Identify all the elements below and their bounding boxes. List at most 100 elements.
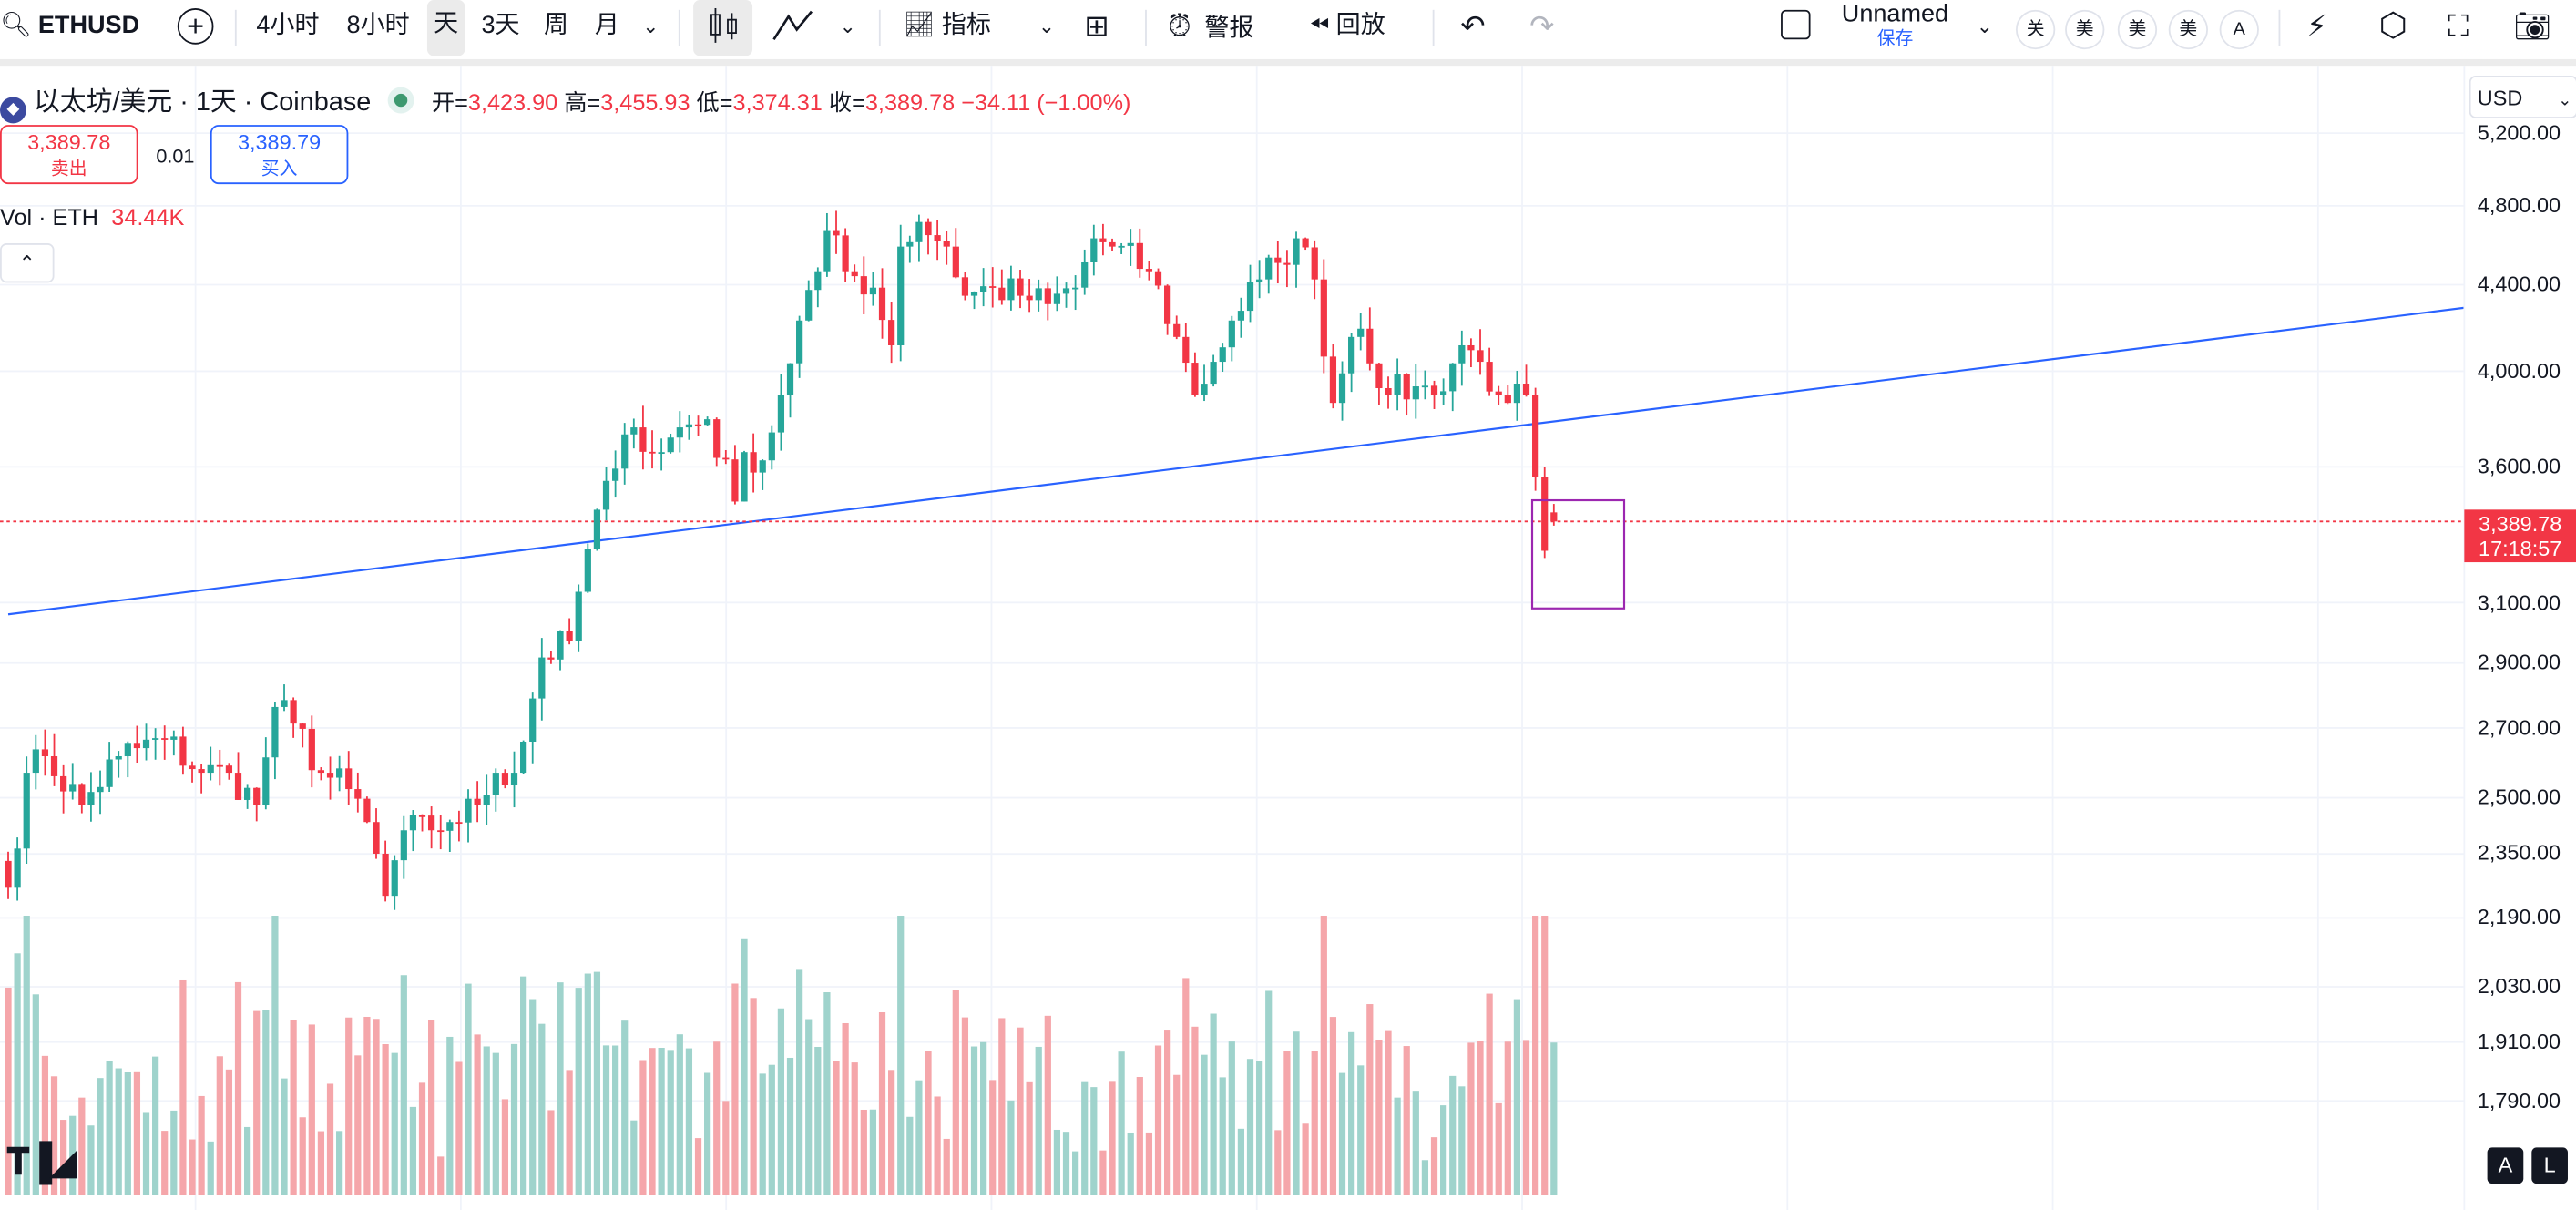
volume-bar (455, 1061, 463, 1195)
chevron-down-icon[interactable]: ⌄ (1038, 15, 1056, 38)
chip-1[interactable]: 美 (2065, 9, 2105, 50)
camera-icon[interactable]: 📷︎ (2513, 9, 2551, 43)
volume-bar (934, 1096, 941, 1195)
volume-bar (952, 990, 959, 1195)
candle-body (244, 787, 251, 800)
interval-3d[interactable]: 3天 (481, 11, 520, 40)
chevron-down-icon[interactable]: ⌄ (839, 15, 856, 38)
chip-3[interactable]: 美 (2168, 9, 2208, 50)
candle-body (1550, 512, 1558, 522)
volume-bar (345, 1017, 353, 1195)
volume-bar (1412, 1091, 1419, 1195)
candle-body (1256, 279, 1263, 283)
volume-bar (133, 1071, 141, 1195)
indicators-button[interactable]: 📈︎ 指标 (904, 6, 991, 46)
volume-bar (1256, 1061, 1263, 1195)
tradingview-logo[interactable]: 𝐓▐◢ (6, 1141, 77, 1183)
volume-bar (115, 1068, 122, 1195)
line-tools-button[interactable] (769, 6, 818, 46)
buy-button[interactable]: 3,389.79 买入 (210, 125, 349, 185)
volume-bar (1109, 1081, 1116, 1195)
volume-bar (14, 953, 21, 1195)
symbol-search[interactable]: 🔍︎ ETHUSD (0, 6, 139, 46)
candle-body (354, 789, 362, 799)
candle-body (1072, 287, 1079, 290)
candle-body (308, 728, 315, 771)
volume-bar (1449, 1075, 1457, 1195)
candle-body (1109, 241, 1116, 247)
chip-0[interactable]: 关 (2015, 9, 2056, 50)
volume-bar (1164, 1030, 1171, 1195)
chevron-down-icon[interactable]: ⌄ (642, 15, 659, 38)
replay-button[interactable]: ⏪︎ 回放 (1309, 6, 1385, 46)
undo-icon[interactable]: ↶ (1460, 9, 1486, 43)
low-label: 低= (696, 88, 733, 116)
layout-grid-icon[interactable]: ⊞ (1084, 9, 1109, 43)
indicators-label: 指标 (941, 11, 991, 40)
candle-body (1532, 395, 1539, 477)
collapse-legend-button[interactable]: ⌃ (0, 243, 55, 283)
chip-4[interactable]: A (2219, 9, 2259, 50)
candle-body (152, 738, 159, 740)
volume-bar (814, 1046, 822, 1195)
candle-body (833, 230, 840, 236)
sell-button[interactable]: 3,389.78 卖出 (0, 125, 138, 185)
candle-body (271, 706, 279, 758)
volume-bar (547, 1110, 555, 1195)
volume-bar (87, 1125, 95, 1195)
candle-body (1237, 311, 1245, 321)
current-price-label: 3,389.78 17:18:57 (2464, 509, 2576, 563)
candle-body (1430, 385, 1438, 395)
currency-selector[interactable]: USD ⌄ (2469, 75, 2576, 118)
candle-body (428, 815, 435, 831)
candle-body (69, 784, 77, 792)
chevron-down-icon[interactable]: ⌄ (1976, 15, 1993, 38)
log-scale-button[interactable]: L (2531, 1147, 2568, 1184)
compare-add-button[interactable]: + (177, 8, 214, 45)
candle-body (676, 427, 683, 438)
candle-body (1283, 262, 1291, 265)
interval-1d[interactable]: 天 (426, 0, 465, 56)
candle-body (630, 427, 638, 435)
volume-bar (1191, 1026, 1199, 1195)
volume-bar (759, 1073, 766, 1195)
candles-chart-type-button[interactable] (693, 0, 753, 56)
alert-button[interactable]: ⏰︎ 警报 (1168, 6, 1253, 46)
layout-square-icon[interactable] (1781, 9, 1811, 40)
candle-body (520, 741, 527, 774)
auto-scale-button[interactable]: A (2487, 1147, 2524, 1184)
volume-bar (253, 1010, 261, 1195)
redo-icon[interactable]: ↷ (1529, 9, 1555, 43)
layout-name-button[interactable]: Unnamed 保存 (1842, 0, 1948, 49)
quick-search-icon[interactable]: ⚡︎ (2306, 9, 2328, 43)
interval-week[interactable]: 周 (543, 11, 569, 40)
settings-icon[interactable]: ⬡ (2378, 8, 2408, 45)
chip-2[interactable]: 美 (2117, 9, 2158, 50)
candle-body (1017, 278, 1024, 296)
volume-bar (1062, 1132, 1070, 1195)
interval-8h[interactable]: 8小时 (346, 11, 410, 40)
volume-bar (1053, 1129, 1061, 1195)
high-value: 3,455.93 (600, 88, 690, 116)
interval-4h[interactable]: 4小时 (256, 11, 320, 40)
volume-bar (1504, 1041, 1511, 1195)
candle-body (1274, 257, 1282, 263)
candles-icon (710, 8, 737, 43)
candle-body (207, 764, 214, 774)
interval-month[interactable]: 月 (594, 11, 619, 40)
price-tick-label: 2,500.00 (2477, 784, 2561, 810)
candle-body (326, 773, 334, 778)
volume-bar (860, 1109, 867, 1195)
volume-bar (557, 982, 564, 1195)
volume-bar (391, 1052, 398, 1195)
volume-bar (1357, 1065, 1365, 1195)
candle-body (842, 235, 849, 272)
volume-bar (198, 1095, 205, 1195)
fullscreen-icon[interactable]: ⛶ (2448, 9, 2469, 43)
volume-bar (1541, 915, 1549, 1195)
candle-body (768, 432, 775, 461)
candle-body (170, 736, 178, 740)
candle-body (1127, 242, 1134, 246)
trend-line (7, 306, 2465, 616)
